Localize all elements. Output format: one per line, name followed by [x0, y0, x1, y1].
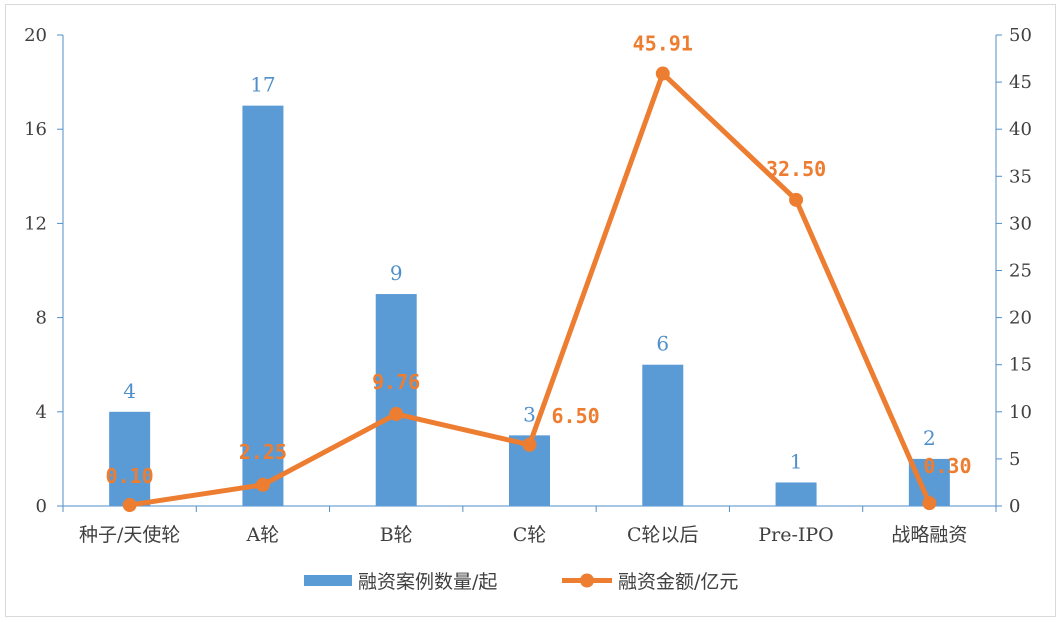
bar-data-label: 1	[790, 449, 803, 473]
data-labels: 4 17 9 3 6 1 2 0.10 2.25 9.76 6.50 45.91 32.50 0.30	[106, 32, 972, 489]
right-tick-label: 50	[1009, 25, 1032, 46]
bar-data-label: 2	[923, 426, 936, 450]
line-data-label: 6.50	[552, 404, 600, 428]
line-series	[122, 66, 937, 513]
chart-frame	[5, 4, 1056, 617]
left-tick-label: 8	[36, 308, 47, 329]
bar-data-label: 6	[656, 332, 669, 356]
right-tick-label: 30	[1009, 213, 1032, 234]
right-tick-label: 10	[1009, 402, 1032, 423]
category-label: Pre-IPO	[758, 524, 833, 546]
legend-bar-swatch	[304, 575, 352, 586]
right-tick-label: 25	[1009, 261, 1032, 282]
right-tick-label: 5	[1009, 449, 1020, 470]
legend-line-label: 融资金额/亿元	[618, 571, 738, 593]
left-tick-label: 12	[24, 213, 47, 234]
line-point	[922, 496, 937, 511]
category-label: A轮	[246, 524, 280, 546]
right-tick-label: 20	[1009, 308, 1032, 329]
category-label: C轮以后	[627, 524, 699, 546]
category-label: B轮	[380, 524, 413, 546]
bar-data-label: 4	[123, 379, 136, 403]
left-tick-label: 4	[36, 402, 47, 423]
bar-data-label: 9	[390, 261, 403, 285]
bar	[775, 482, 817, 506]
line-point	[255, 477, 270, 492]
line-data-label: 0.30	[923, 454, 971, 478]
category-label: 战略融资	[891, 524, 967, 546]
left-tick-label: 20	[24, 25, 47, 46]
line-data-label: 45.91	[633, 32, 693, 56]
bar	[642, 364, 684, 506]
legend: 融资案例数量/起 融资金额/亿元	[304, 571, 738, 593]
line-data-label: 0.10	[106, 464, 154, 488]
left-tick-label: 16	[24, 119, 47, 140]
line-data-label: 9.76	[372, 370, 420, 394]
line-point	[389, 407, 404, 422]
bar	[375, 294, 417, 506]
line-data-label: 32.50	[766, 157, 826, 181]
legend-line-marker	[580, 573, 594, 588]
bar	[242, 105, 284, 507]
right-tick-label: 35	[1009, 166, 1032, 187]
line-point	[122, 498, 137, 513]
bar-data-label: 3	[523, 402, 536, 426]
category-label: 种子/天使轮	[79, 524, 180, 546]
line-point	[789, 192, 804, 207]
right-tick-label: 45	[1009, 72, 1032, 93]
legend-bar-label: 融资案例数量/起	[358, 571, 497, 593]
left-tick-label: 0	[36, 496, 47, 517]
line-point	[522, 437, 537, 452]
line-point	[655, 66, 670, 81]
bar	[109, 411, 151, 506]
right-tick-label: 15	[1009, 355, 1032, 376]
line-data-label: 2.25	[239, 440, 287, 464]
category-label: C轮	[513, 524, 547, 546]
right-tick-label: 0	[1009, 496, 1020, 517]
right-tick-label: 40	[1009, 119, 1032, 140]
bar-data-label: 17	[250, 73, 275, 97]
